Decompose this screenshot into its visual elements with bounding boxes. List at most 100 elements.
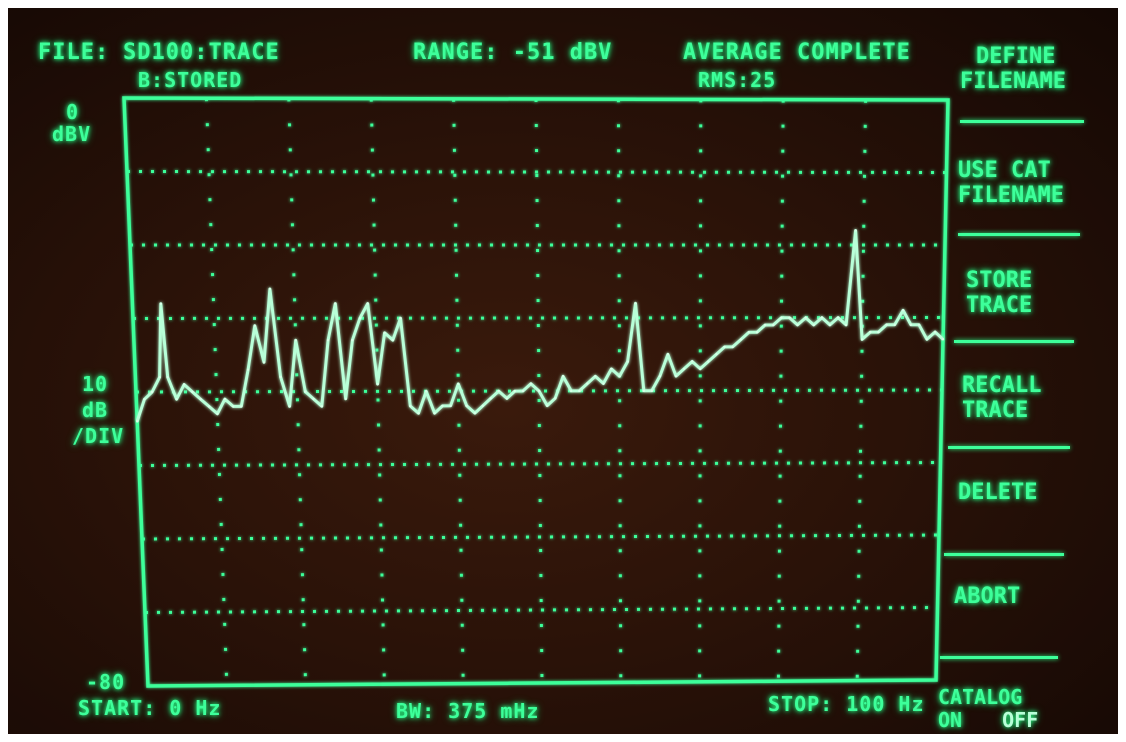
trace-point	[933, 330, 937, 334]
trace-point	[216, 412, 219, 415]
trace-point	[877, 330, 880, 334]
softkey-label: DEFINE	[976, 44, 1056, 69]
trace-point	[594, 375, 597, 378]
y-top-value: 0	[66, 100, 80, 124]
trace-point	[763, 323, 767, 327]
trace-point	[804, 316, 807, 319]
trace-point	[917, 323, 921, 326]
trace-point	[279, 375, 282, 379]
trace-point	[755, 331, 759, 334]
trace-point	[481, 404, 484, 407]
rms-count: RMS:25	[698, 68, 777, 92]
stop-frequency: STOP: 100 Hz	[768, 692, 925, 716]
softkey-label: TRACE	[962, 398, 1029, 424]
catalog-options: ON OFF	[938, 709, 1038, 732]
trace-point	[561, 375, 565, 378]
trace-point	[836, 316, 840, 319]
trace-point	[465, 404, 468, 407]
trace-point	[199, 398, 202, 401]
trace-point	[796, 323, 799, 327]
trace-point	[489, 397, 492, 400]
catalog-toggle[interactable]: CATALOG ON OFF	[938, 686, 1038, 732]
trace-point	[344, 397, 347, 400]
catalog-off: OFF	[1002, 708, 1039, 732]
trace-point	[521, 389, 525, 393]
softkey-define-filename[interactable]: DEFINE FILENAME	[960, 44, 1066, 95]
trace-point	[334, 302, 337, 305]
trace-point	[143, 398, 146, 401]
trace-point	[844, 323, 848, 327]
graticule-hline	[138, 461, 941, 467]
y-scale-unit: dB	[82, 398, 109, 422]
trace-point	[828, 323, 832, 327]
trace-point	[158, 376, 161, 379]
trace-point	[554, 397, 557, 400]
trace-point	[320, 405, 323, 408]
trace-point	[376, 382, 379, 386]
trace-point	[232, 405, 235, 408]
bandwidth: BW: 375 mHz	[396, 699, 540, 723]
trace-point	[166, 376, 169, 379]
softkey-store-trace[interactable]: STORE TRACE	[966, 268, 1032, 319]
trace-point	[941, 338, 945, 341]
softkey-label: RECALL	[962, 373, 1042, 398]
softkey-divider	[958, 233, 1080, 236]
trace-point	[537, 389, 541, 393]
trace-point	[570, 389, 573, 393]
softkey-divider	[948, 446, 1070, 449]
trace-point	[449, 404, 452, 407]
trace-point	[854, 229, 857, 232]
softkey-divider	[954, 340, 1074, 343]
graticule-grid	[122, 96, 950, 688]
file-label: FILE:	[38, 40, 110, 65]
trace-point	[869, 330, 872, 334]
softkey-label: DELETE	[958, 480, 1038, 505]
average-status: AVERAGE COMPLETE	[683, 40, 911, 65]
softkey-delete[interactable]: DELETE	[958, 480, 1037, 505]
trace-point	[383, 331, 386, 334]
graticule-hline	[135, 388, 943, 394]
graticule-frame	[122, 96, 950, 688]
y-scale-value: 10	[82, 372, 109, 396]
trace-point	[223, 397, 227, 401]
catalog-label: CATALOG	[938, 685, 1023, 709]
softkey-abort[interactable]: ABORT	[954, 584, 1020, 609]
trace-point	[666, 353, 670, 356]
trace-point	[513, 389, 516, 393]
start-frequency: START: 0 Hz	[78, 696, 222, 720]
softkey-label: USE CAT	[958, 158, 1051, 183]
trace-point	[618, 375, 621, 378]
trace-point	[304, 390, 307, 393]
trace-display	[122, 96, 950, 688]
trace-point	[294, 339, 297, 342]
trace-point	[529, 382, 533, 385]
softkey-label: ABORT	[954, 584, 1021, 609]
trace-point	[150, 390, 154, 394]
trace-point	[159, 302, 162, 305]
trace-point	[626, 360, 629, 363]
trace-point	[391, 338, 394, 342]
trace-point	[457, 382, 460, 386]
trace-point	[351, 339, 354, 342]
trace-point	[860, 338, 864, 341]
trace-point	[772, 323, 775, 327]
trace-status: B:STORED	[138, 68, 243, 92]
trace-point	[268, 287, 272, 291]
trace-point	[682, 367, 686, 370]
trace-point	[780, 316, 783, 319]
softkey-label: TRACE	[966, 293, 1033, 319]
trace-point	[191, 390, 194, 394]
softkey-divider	[944, 553, 1064, 556]
trace-point	[246, 368, 250, 371]
trace-point	[893, 323, 896, 326]
trace-point	[820, 316, 824, 319]
trace-point	[731, 345, 734, 349]
trace-point	[262, 361, 266, 364]
trace-point	[901, 309, 905, 312]
trace-point	[136, 420, 139, 423]
softkey-divider	[960, 120, 1084, 123]
trace-point	[739, 338, 742, 341]
softkey-use-cat-filename[interactable]: USE CAT FILENAME	[958, 158, 1064, 209]
trace-point	[546, 404, 549, 407]
softkey-recall-trace[interactable]: RECALL TRACE	[962, 373, 1041, 424]
